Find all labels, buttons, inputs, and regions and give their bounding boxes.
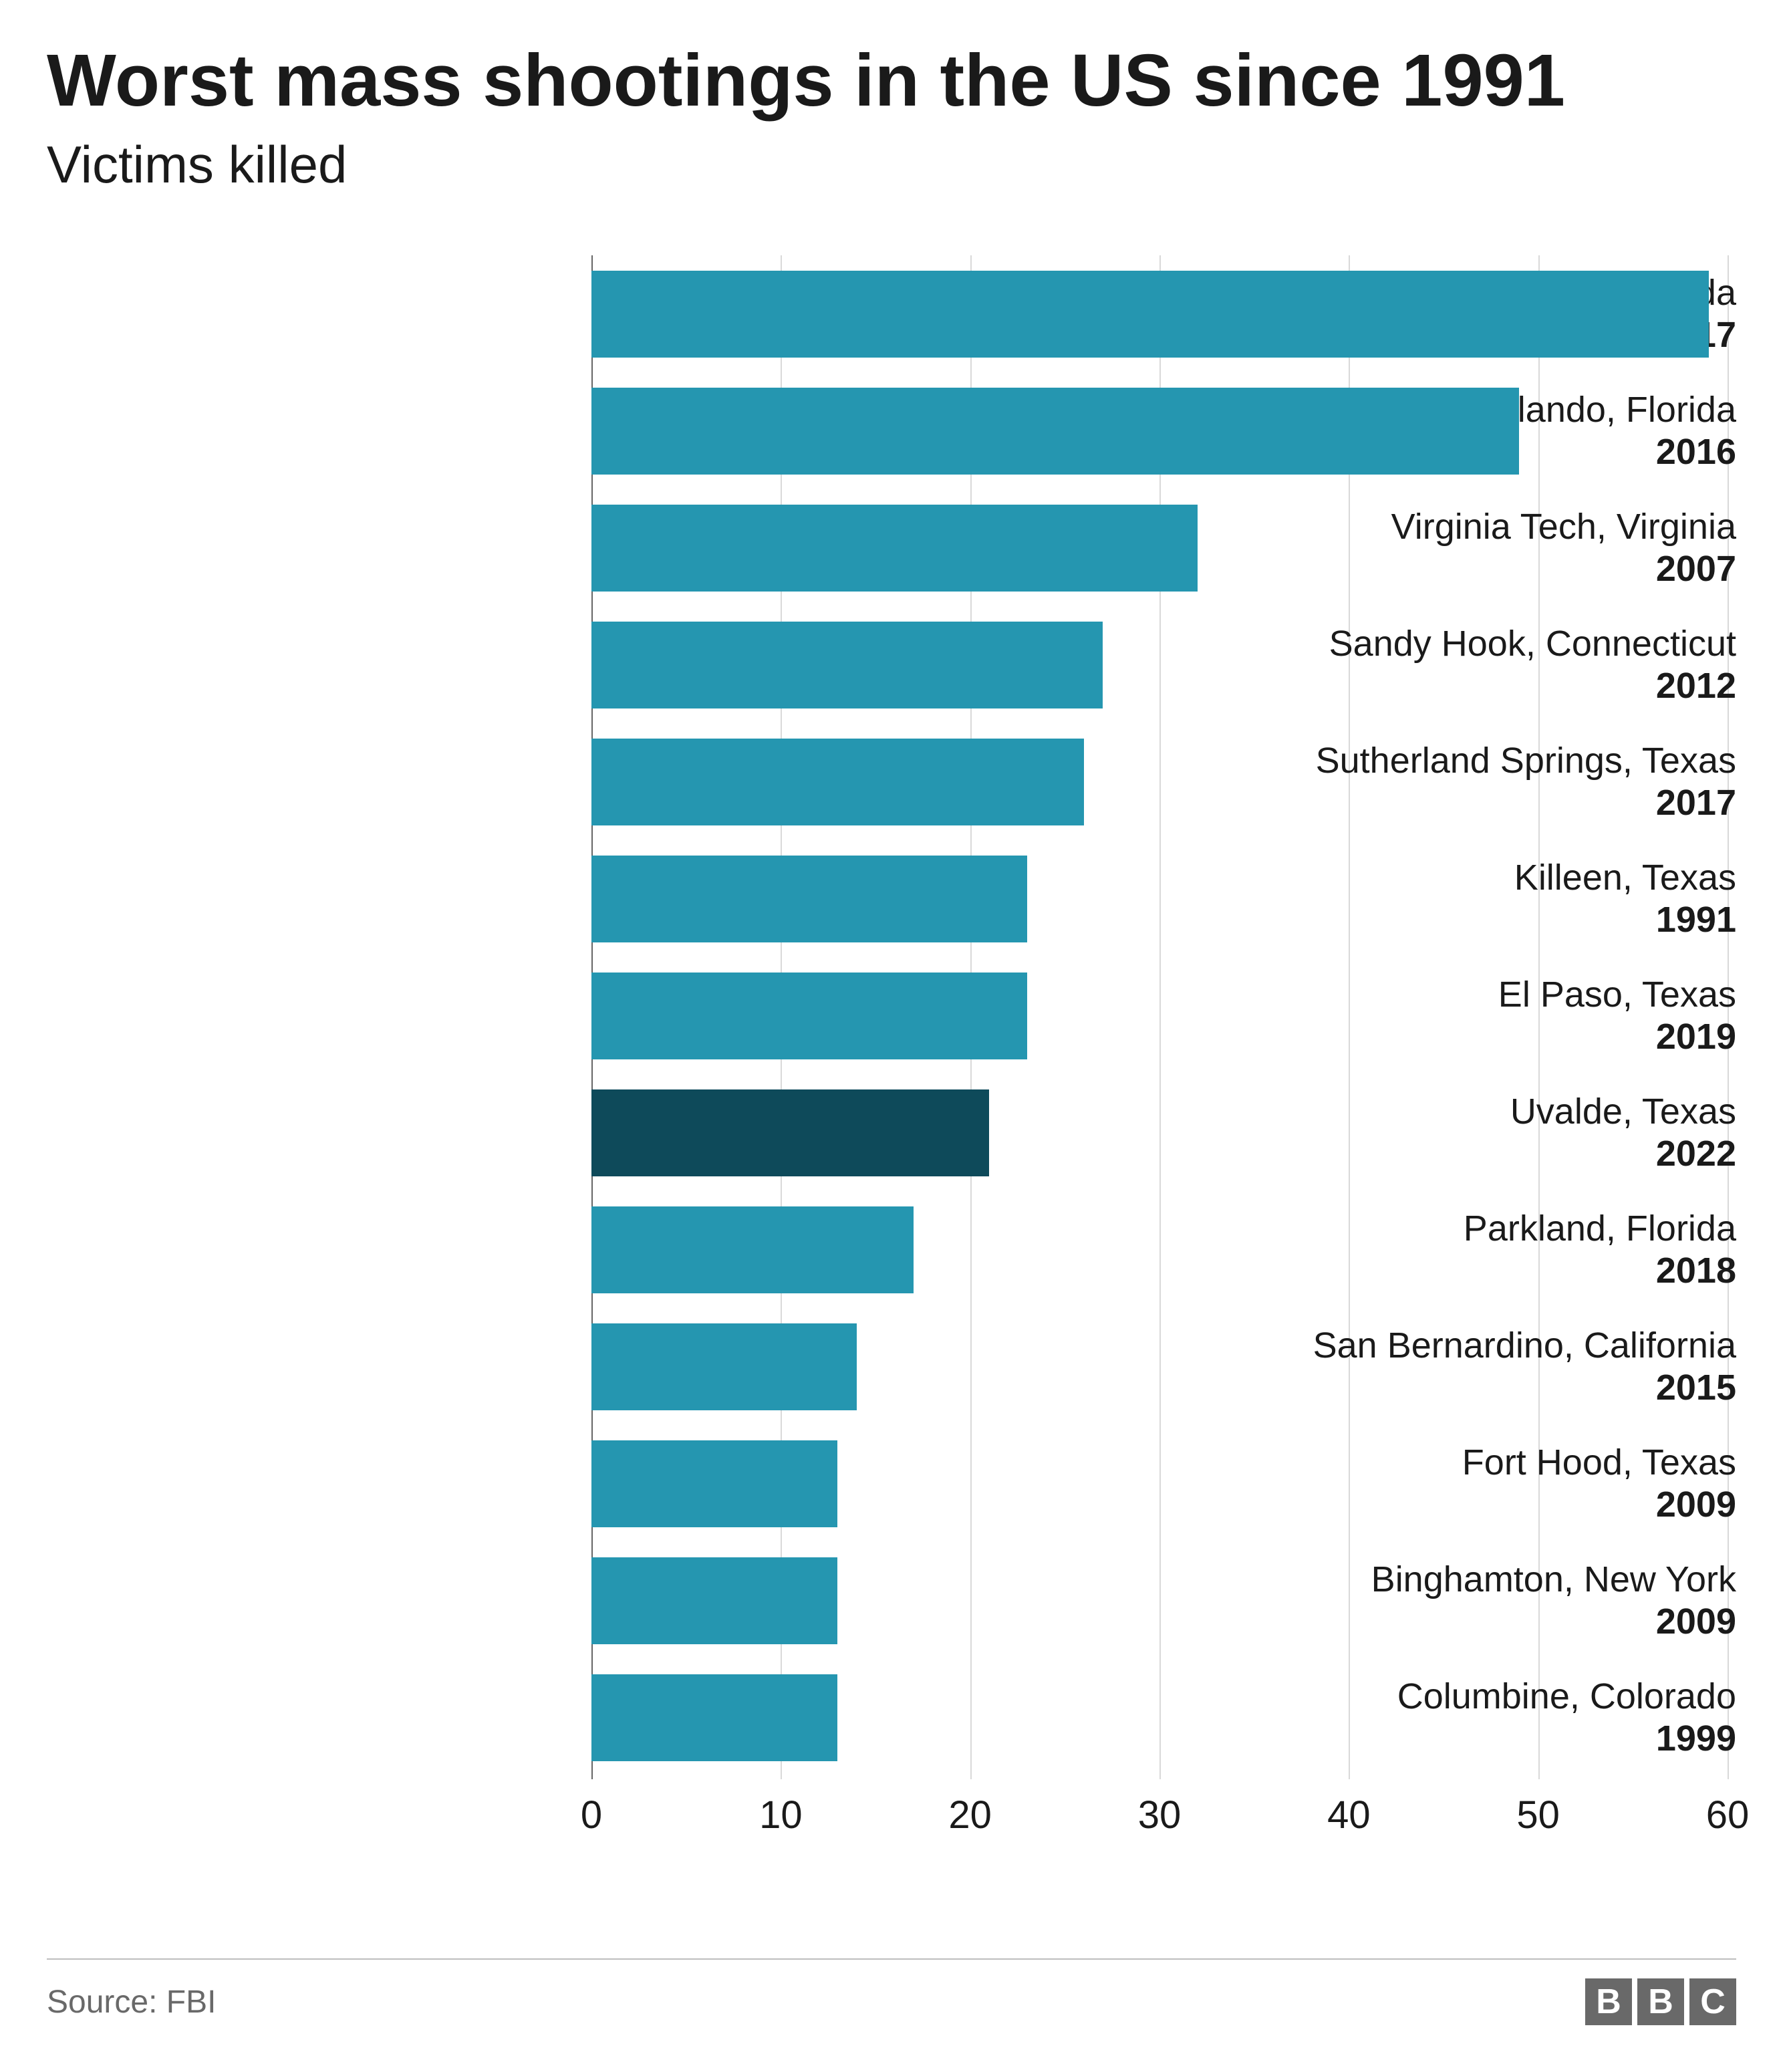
row-year: 2007 (1212, 548, 1736, 590)
row-year: 2009 (1212, 1484, 1736, 1525)
bbc-logo-box: C (1689, 1978, 1736, 2025)
bar (591, 505, 1198, 592)
chart-title: Worst mass shootings in the US since 199… (47, 40, 1736, 121)
bar (591, 271, 1709, 358)
row-label: San Bernardino, California2015 (1212, 1325, 1736, 1408)
row-place: Sandy Hook, Connecticut (1212, 623, 1736, 664)
row-label: Uvalde, Texas2022 (1212, 1091, 1736, 1174)
bar (591, 973, 1027, 1059)
row-year: 2009 (1212, 1601, 1736, 1642)
plot-area: 0102030405060Las Vegas, Nevada2017Orland… (47, 255, 1736, 1866)
table-row: Binghamton, New York2009 (47, 1542, 1736, 1659)
bar (591, 1089, 989, 1176)
source-label: Source: FBI (47, 1984, 216, 2021)
row-label: Killeen, Texas1991 (1212, 857, 1736, 940)
row-label: Parkland, Florida2018 (1212, 1208, 1736, 1291)
table-row: Sandy Hook, Connecticut2012 (47, 606, 1736, 723)
row-place: Columbine, Colorado (1212, 1676, 1736, 1717)
row-year: 2018 (1212, 1250, 1736, 1291)
row-year: 2022 (1212, 1133, 1736, 1174)
row-label: Sandy Hook, Connecticut2012 (1212, 623, 1736, 706)
x-axis-tick-label: 60 (1706, 1793, 1750, 1837)
table-row: Killeen, Texas1991 (47, 840, 1736, 957)
row-place: Killeen, Texas (1212, 857, 1736, 898)
x-axis-tick-label: 0 (581, 1793, 602, 1837)
row-place: Virginia Tech, Virginia (1212, 506, 1736, 547)
x-axis-tick-label: 40 (1327, 1793, 1371, 1837)
table-row: Columbine, Colorado1999 (47, 1659, 1736, 1776)
x-axis-tick-label: 10 (759, 1793, 803, 1837)
table-row: Virginia Tech, Virginia2007 (47, 489, 1736, 606)
row-place: Fort Hood, Texas (1212, 1442, 1736, 1483)
x-axis-tick-label: 30 (1138, 1793, 1182, 1837)
row-year: 2017 (1212, 782, 1736, 823)
bar (591, 1206, 914, 1293)
chart-subtitle: Victims killed (47, 134, 1736, 195)
bar (591, 1440, 837, 1527)
x-axis-tick-label: 20 (948, 1793, 992, 1837)
row-label: Columbine, Colorado1999 (1212, 1676, 1736, 1759)
row-year: 2019 (1212, 1016, 1736, 1057)
row-place: Parkland, Florida (1212, 1208, 1736, 1249)
row-label: El Paso, Texas2019 (1212, 974, 1736, 1057)
row-label: Fort Hood, Texas2009 (1212, 1442, 1736, 1525)
table-row: Orlando, Florida2016 (47, 372, 1736, 489)
row-place: Sutherland Springs, Texas (1212, 740, 1736, 781)
table-row: Las Vegas, Nevada2017 (47, 255, 1736, 372)
table-row: Parkland, Florida2018 (47, 1191, 1736, 1308)
bbc-logo: BBC (1585, 1978, 1736, 2025)
row-year: 1999 (1212, 1718, 1736, 1759)
x-axis-tick-label: 50 (1516, 1793, 1560, 1837)
row-place: San Bernardino, California (1212, 1325, 1736, 1366)
row-place: El Paso, Texas (1212, 974, 1736, 1015)
bar (591, 1323, 857, 1410)
row-year: 1991 (1212, 899, 1736, 940)
chart-container: Worst mass shootings in the US since 199… (0, 0, 1783, 2072)
bbc-logo-box: B (1585, 1978, 1632, 2025)
row-label: Sutherland Springs, Texas2017 (1212, 740, 1736, 823)
bar (591, 739, 1084, 825)
bar (591, 1557, 837, 1644)
row-label: Binghamton, New York2009 (1212, 1559, 1736, 1642)
bar (591, 856, 1027, 942)
table-row: Fort Hood, Texas2009 (47, 1425, 1736, 1542)
table-row: Uvalde, Texas2022 (47, 1074, 1736, 1191)
bar (591, 388, 1519, 475)
bbc-logo-box: B (1637, 1978, 1684, 2025)
bar (591, 622, 1103, 708)
table-row: El Paso, Texas2019 (47, 957, 1736, 1074)
row-place: Uvalde, Texas (1212, 1091, 1736, 1132)
row-year: 2012 (1212, 665, 1736, 706)
row-place: Binghamton, New York (1212, 1559, 1736, 1600)
chart-footer: Source: FBI BBC (47, 1958, 1736, 2025)
row-label: Virginia Tech, Virginia2007 (1212, 506, 1736, 589)
table-row: San Bernardino, California2015 (47, 1308, 1736, 1425)
table-row: Sutherland Springs, Texas2017 (47, 723, 1736, 840)
bar (591, 1674, 837, 1761)
row-year: 2015 (1212, 1367, 1736, 1408)
